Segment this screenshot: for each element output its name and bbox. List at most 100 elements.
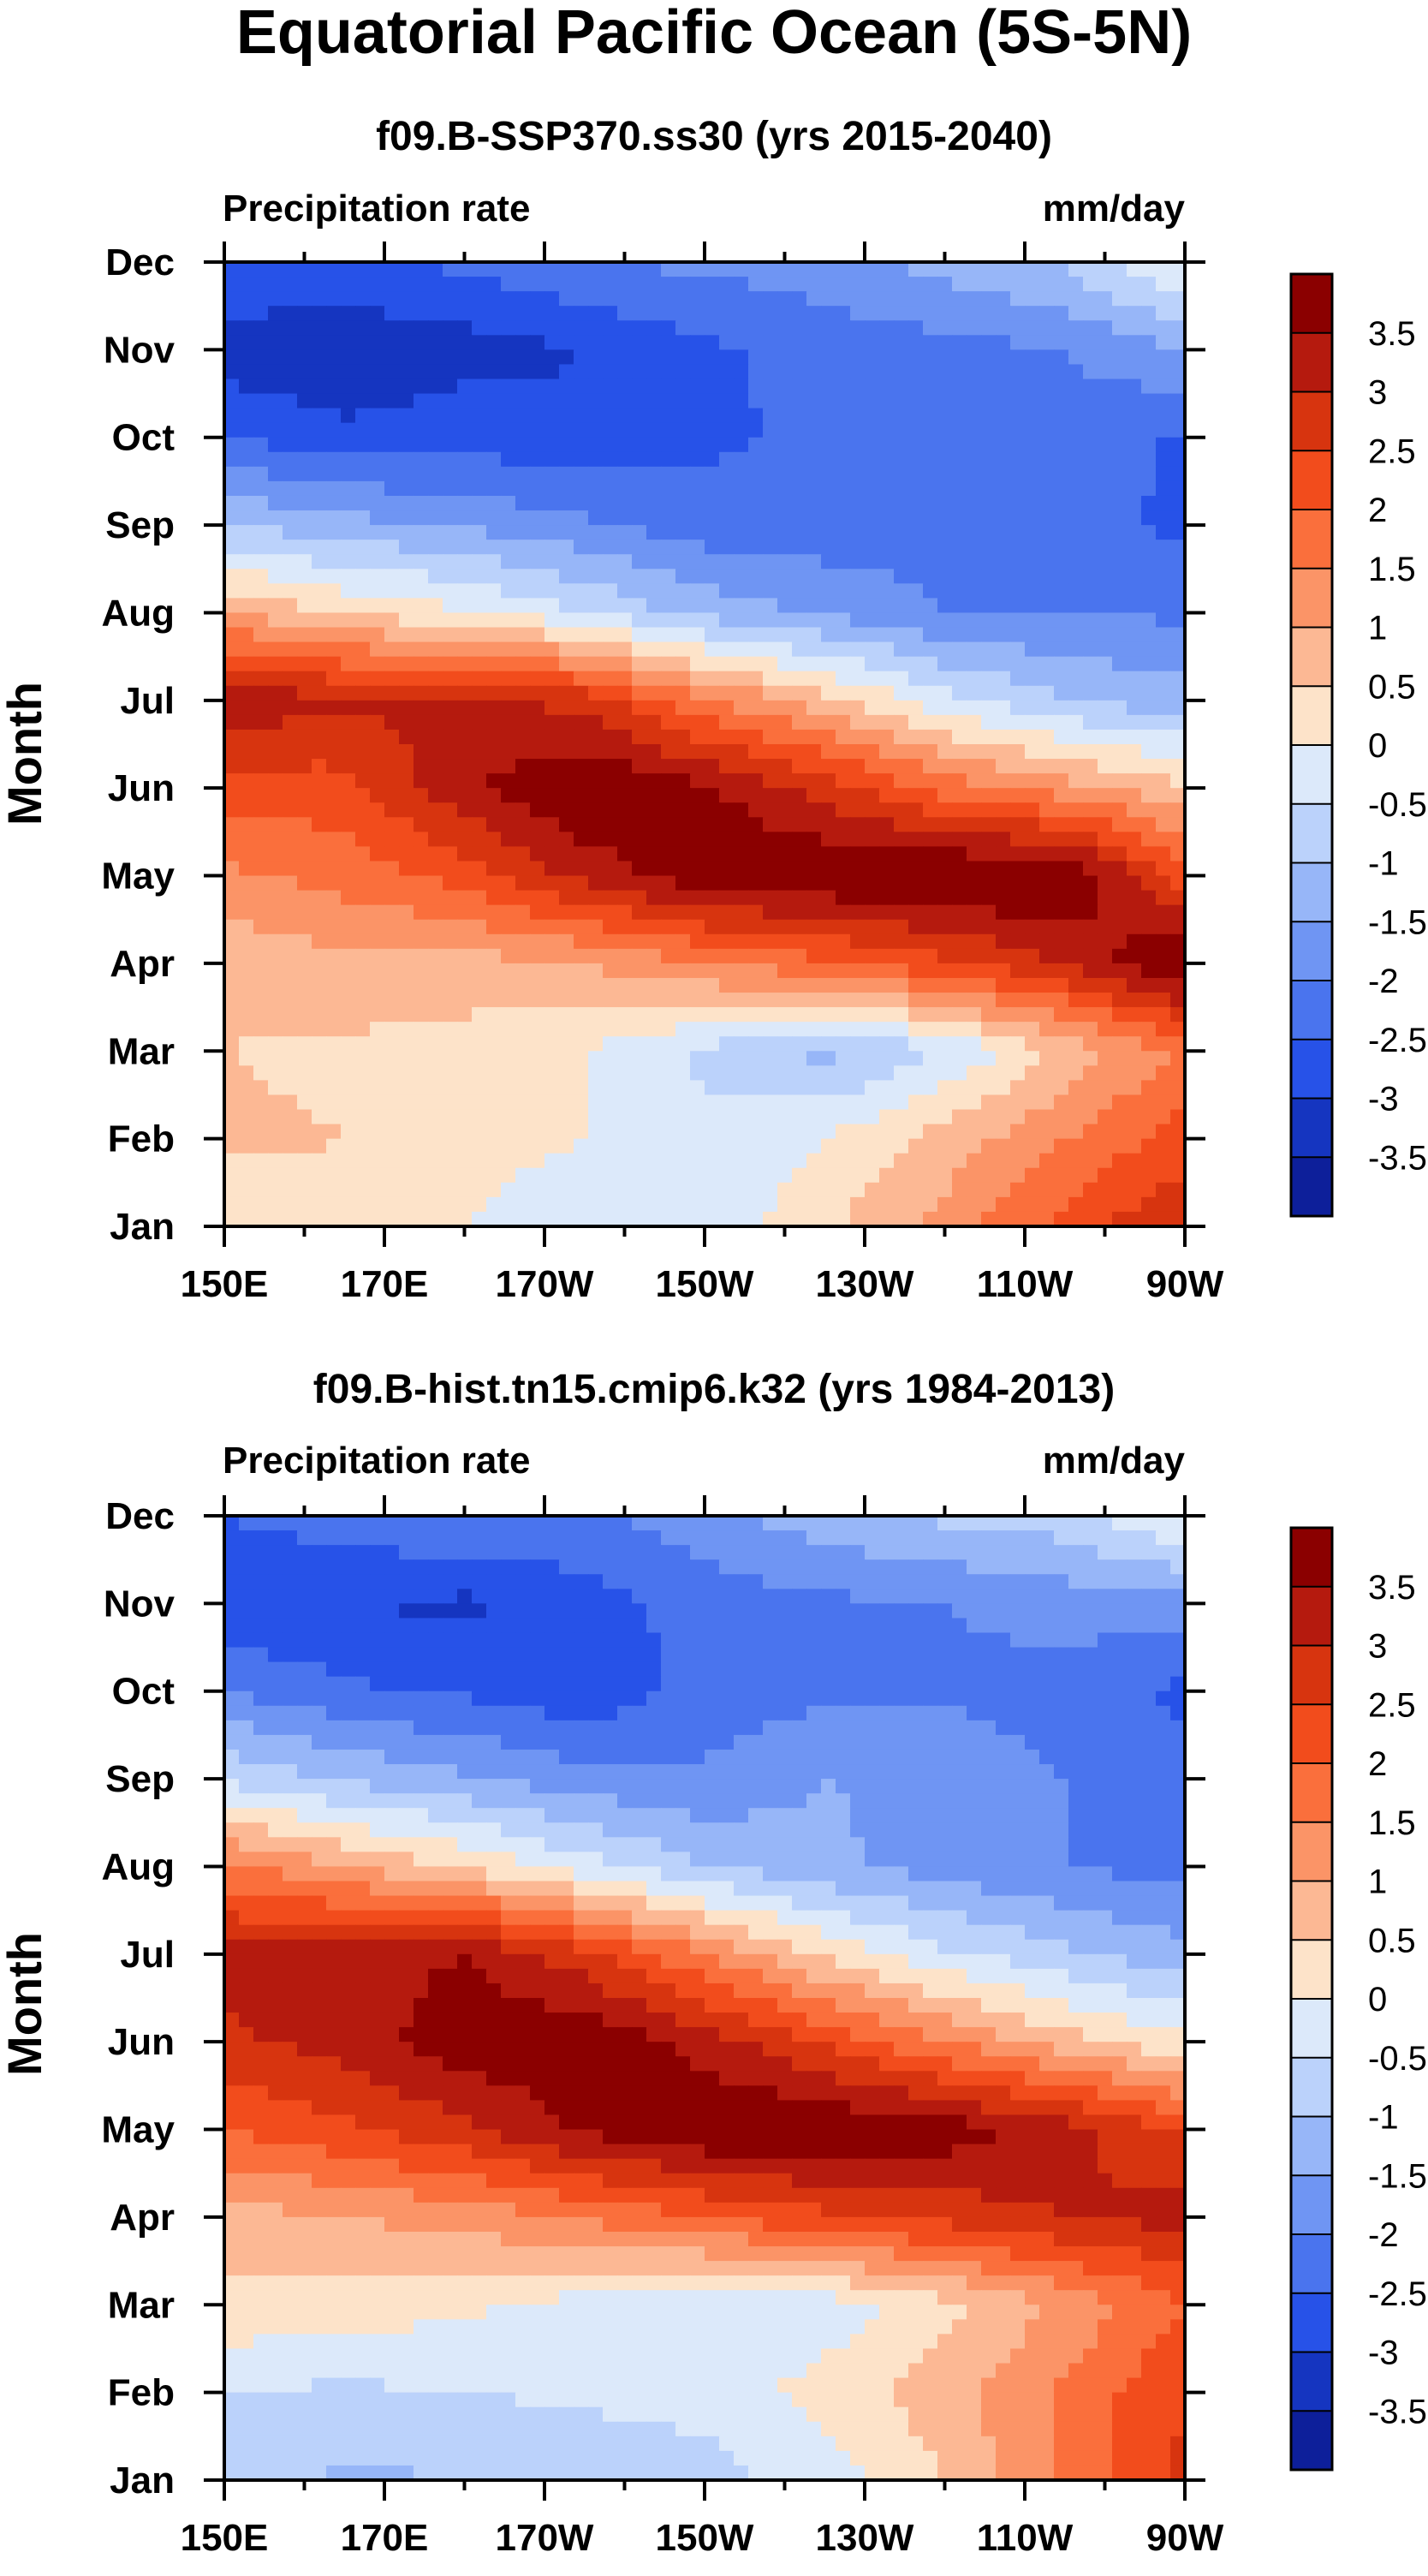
heatmap-cell bbox=[1098, 1530, 1113, 1546]
heatmap-cell bbox=[588, 569, 604, 584]
heatmap-cell bbox=[239, 1167, 254, 1184]
heatmap-cell bbox=[268, 788, 283, 803]
heatmap-cell bbox=[443, 422, 458, 438]
heatmap-cell bbox=[370, 1196, 385, 1213]
heatmap-cell bbox=[763, 832, 778, 848]
heatmap-cell bbox=[1156, 1545, 1171, 1560]
heatmap-cell bbox=[908, 510, 924, 526]
heatmap-cell bbox=[253, 335, 269, 350]
heatmap-cell bbox=[792, 1080, 807, 1096]
heatmap-cell bbox=[632, 1516, 647, 1531]
heatmap-cell bbox=[457, 1182, 473, 1198]
heatmap-cell bbox=[370, 451, 385, 468]
heatmap-cell bbox=[617, 933, 633, 950]
heatmap-cell bbox=[443, 861, 458, 877]
heatmap-cell bbox=[384, 1036, 400, 1052]
heatmap-cell bbox=[384, 993, 400, 1008]
heatmap-cell bbox=[1083, 540, 1098, 555]
heatmap-cell bbox=[457, 875, 473, 891]
heatmap-cell bbox=[399, 437, 414, 453]
heatmap-cell bbox=[559, 963, 574, 979]
heatmap-cell bbox=[923, 729, 938, 745]
heatmap-cell bbox=[312, 437, 327, 453]
heatmap-cell bbox=[414, 349, 429, 366]
heatmap-cell bbox=[253, 1196, 269, 1213]
heatmap-cell bbox=[1098, 1124, 1113, 1140]
heatmap-cell bbox=[1112, 700, 1128, 716]
heatmap-cell bbox=[224, 1196, 240, 1213]
heatmap-cell bbox=[836, 1559, 851, 1575]
heatmap-cell bbox=[937, 540, 953, 555]
heatmap-cell bbox=[690, 817, 705, 832]
heatmap-cell bbox=[326, 641, 342, 658]
heatmap-cell bbox=[996, 437, 1011, 453]
heatmap-cell bbox=[297, 890, 312, 906]
heatmap-cell bbox=[661, 714, 676, 730]
colorbar-swatch bbox=[1291, 332, 1332, 392]
heatmap-cell bbox=[268, 1196, 283, 1213]
heatmap-cell bbox=[341, 1603, 356, 1619]
heatmap-cell bbox=[283, 583, 298, 599]
heatmap-cell bbox=[967, 1545, 982, 1560]
heatmap-cell bbox=[661, 977, 676, 993]
heatmap-cell bbox=[879, 759, 895, 774]
heatmap-cell bbox=[865, 480, 880, 497]
heatmap-cell bbox=[297, 422, 312, 438]
heatmap-cell bbox=[748, 540, 764, 555]
heatmap-cell bbox=[617, 919, 633, 935]
heatmap-cell bbox=[734, 875, 749, 891]
heatmap-cell bbox=[1127, 583, 1142, 599]
heatmap-cell bbox=[239, 510, 254, 526]
heatmap-cell bbox=[1054, 1094, 1069, 1111]
heatmap-cell bbox=[428, 306, 443, 321]
heatmap-cell bbox=[355, 641, 371, 658]
heatmap-cell bbox=[646, 525, 662, 540]
heatmap-cell bbox=[763, 335, 778, 350]
heatmap-cell bbox=[370, 583, 385, 599]
heatmap-cell bbox=[981, 583, 997, 599]
heatmap-cell bbox=[588, 977, 604, 993]
heatmap-cell bbox=[472, 540, 487, 555]
heatmap-cell bbox=[734, 1138, 749, 1154]
heatmap-cell bbox=[253, 1036, 269, 1052]
heatmap-cell bbox=[1054, 993, 1069, 1008]
heatmap-cell bbox=[1025, 306, 1040, 321]
heatmap-cell bbox=[443, 480, 458, 497]
heatmap-cell bbox=[836, 627, 851, 643]
heatmap-cell bbox=[443, 1603, 458, 1619]
heatmap-cell bbox=[952, 379, 967, 395]
heatmap-cell bbox=[792, 1618, 807, 1634]
heatmap-cell bbox=[297, 1094, 312, 1111]
heatmap-cell bbox=[326, 1182, 342, 1198]
heatmap-cell bbox=[224, 1589, 240, 1604]
heatmap-cell bbox=[1127, 729, 1142, 745]
heatmap-cell bbox=[865, 349, 880, 366]
heatmap-cell bbox=[836, 1094, 851, 1111]
heatmap-cell bbox=[763, 846, 778, 862]
heatmap-cell bbox=[341, 364, 356, 380]
heatmap-cell bbox=[530, 1080, 545, 1096]
heatmap-cell bbox=[981, 1124, 997, 1140]
heatmap-cell bbox=[486, 1530, 502, 1546]
heatmap-cell bbox=[748, 1036, 764, 1052]
heatmap-cell bbox=[1025, 700, 1040, 716]
heatmap-cell bbox=[574, 408, 589, 424]
heatmap-cell bbox=[1025, 335, 1040, 350]
heatmap-cell bbox=[1098, 1065, 1113, 1081]
heatmap-cell bbox=[268, 1574, 283, 1589]
heatmap-cell bbox=[297, 1138, 312, 1154]
heatmap-cell bbox=[544, 1618, 560, 1634]
heatmap-cell bbox=[544, 1211, 560, 1227]
heatmap-cell bbox=[1068, 846, 1084, 862]
heatmap-cell bbox=[239, 890, 254, 906]
heatmap-cell bbox=[399, 656, 414, 672]
heatmap-cell bbox=[1010, 744, 1026, 760]
heatmap-cell bbox=[1083, 671, 1098, 687]
heatmap-cell bbox=[1054, 1167, 1069, 1184]
heatmap-cell bbox=[457, 1080, 473, 1096]
heatmap-cell bbox=[967, 320, 982, 336]
heatmap-cell bbox=[908, 817, 924, 832]
heatmap-cell bbox=[705, 1589, 720, 1604]
heatmap-cell bbox=[763, 379, 778, 395]
heatmap-cell bbox=[253, 540, 269, 555]
